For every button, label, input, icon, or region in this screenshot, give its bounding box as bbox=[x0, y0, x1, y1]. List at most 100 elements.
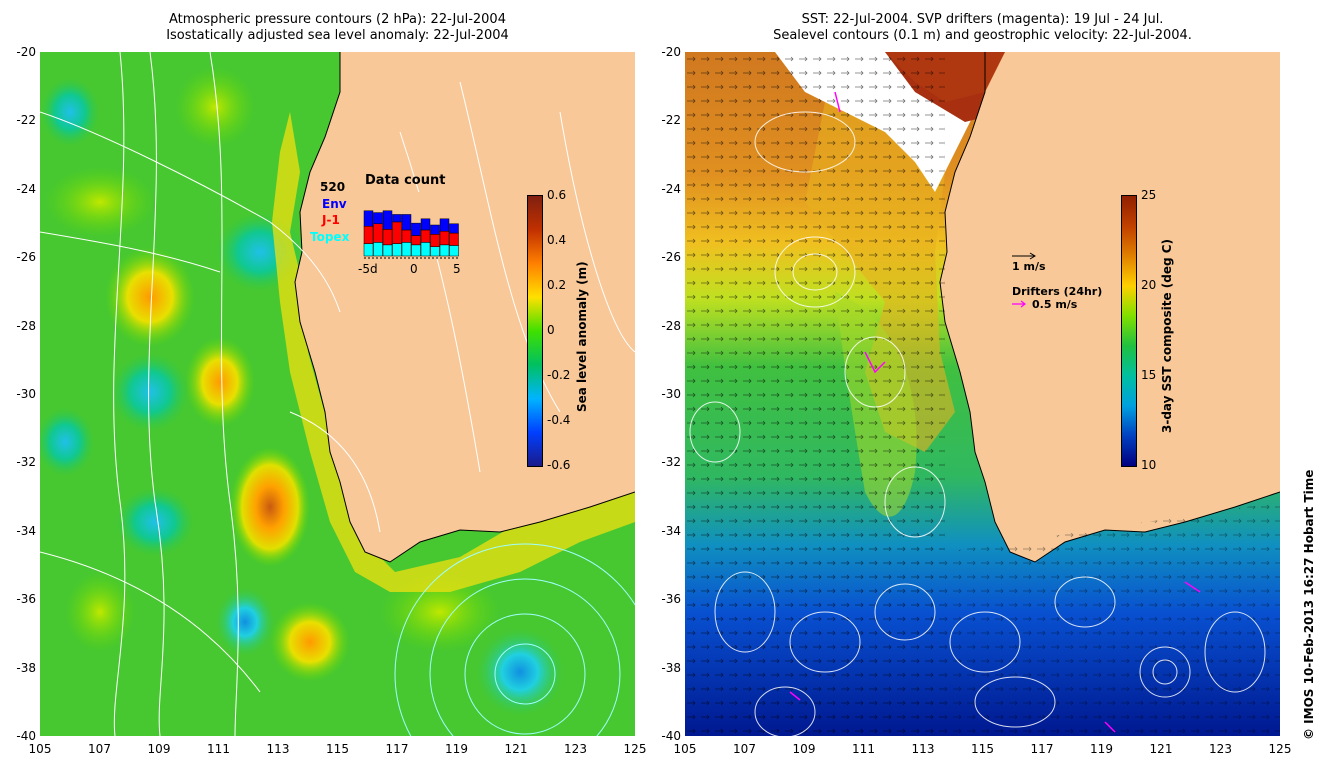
right_panel-x-tick-label: 125 bbox=[1268, 742, 1292, 756]
sst-colorbar-title: 3-day SST composite (deg C) bbox=[1160, 238, 1174, 433]
sea-level-colorbar bbox=[527, 195, 543, 467]
left-title-line1: Atmospheric pressure contours (2 hPa): 2… bbox=[169, 12, 506, 27]
left_panel-x-tick-label: 125 bbox=[623, 742, 647, 756]
left_panel-y-tick-label: -24 bbox=[16, 181, 36, 196]
right_panel-colorbar-tick: 15 bbox=[1141, 368, 1157, 382]
data-count-bar-j1 bbox=[439, 230, 450, 246]
data-count-x-label-start: -5d bbox=[358, 262, 378, 276]
right_panel-x-tick-label: 123 bbox=[1209, 742, 1232, 756]
left_panel-y-tick-label: -28 bbox=[16, 318, 36, 333]
left_panel-x-tick-label: 121 bbox=[504, 742, 528, 756]
right_panel-y-tick-label: -40 bbox=[661, 729, 681, 743]
right_panel-y-tick-label: -34 bbox=[661, 523, 681, 538]
left_panel-colorbar-tick: 0.4 bbox=[547, 233, 567, 247]
right_panel-colorbar-tick: 10 bbox=[1141, 458, 1157, 472]
left_panel-colorbar-tick: 0.2 bbox=[547, 278, 567, 292]
left_panel-colorbar-tick: 0.6 bbox=[547, 188, 567, 202]
drifters-scale-label: 0.5 m/s bbox=[1032, 298, 1078, 311]
data-count-bar-j1 bbox=[430, 234, 440, 247]
data-count-bar-env bbox=[439, 218, 450, 232]
right_panel-x-tick-label: 121 bbox=[1149, 742, 1173, 756]
data-count-bar-env bbox=[430, 224, 440, 235]
left_panel-x-tick-label: 111 bbox=[207, 742, 230, 756]
credit-text: © IMOS 10-Feb-2013 16:27 Hobart Time bbox=[1302, 469, 1316, 740]
left_panel-x-tick-label: 105 bbox=[28, 742, 52, 756]
data-count-bar-topex bbox=[363, 243, 374, 257]
data-count-bar-j1 bbox=[382, 229, 393, 246]
left_panel-x-tick-label: 109 bbox=[147, 742, 171, 756]
data-count-bar-env bbox=[382, 210, 393, 230]
right_panel-y-tick-label: -26 bbox=[661, 250, 681, 265]
data-count-value: 520 bbox=[320, 180, 346, 194]
right_panel-x-tick-label: 111 bbox=[852, 742, 875, 756]
right_panel-x-tick-label: 113 bbox=[911, 742, 935, 756]
left_panel-colorbar-tick: -0.2 bbox=[547, 368, 571, 382]
left_panel-colorbar-tick: -0.6 bbox=[547, 458, 571, 472]
right-title-line1: SST: 22-Jul-2004. SVP drifters (magenta)… bbox=[801, 12, 1164, 27]
left-title-line2: Isostatically adjusted sea level anomaly… bbox=[166, 28, 509, 43]
data-count-bar-j1 bbox=[363, 225, 374, 244]
data-count-bar-j1 bbox=[420, 229, 431, 243]
left_panel-y-tick-label: -32 bbox=[16, 455, 36, 470]
data-count-bar-topex bbox=[449, 245, 459, 257]
right-title-line2: Sealevel contours (0.1 m) and geostrophi… bbox=[773, 28, 1192, 43]
left_panel-y-tick-label: -38 bbox=[16, 660, 36, 675]
sst-map bbox=[685, 52, 1280, 736]
data-count-bar-j1 bbox=[449, 232, 459, 246]
left_panel-colorbar-tick: -0.4 bbox=[547, 413, 571, 427]
left_panel-x-tick-label: 113 bbox=[266, 742, 290, 756]
right-map bbox=[685, 52, 1280, 736]
left_panel-x-tick-label: 115 bbox=[326, 742, 349, 756]
data-count-bar-topex bbox=[411, 244, 421, 257]
left_panel-x-tick-label: 117 bbox=[385, 742, 409, 756]
right_panel-y-tick-label: -38 bbox=[661, 660, 681, 675]
right_panel-colorbar-tick: 25 bbox=[1141, 188, 1157, 202]
data-count-bar-j1 bbox=[411, 235, 421, 246]
data-count-bar-env bbox=[363, 210, 374, 227]
data-count-x-label-end: 5 bbox=[453, 262, 461, 276]
data-count-bar-env bbox=[392, 214, 402, 223]
sea-level-anomaly-map bbox=[40, 52, 635, 736]
data-count-bar-topex bbox=[373, 242, 383, 257]
vector-scale-label: 1 m/s bbox=[1012, 260, 1046, 273]
data-count-bar-j1 bbox=[373, 223, 383, 243]
right_panel-x-tick-label: 107 bbox=[733, 742, 756, 756]
right_panel-y-tick-label: -30 bbox=[661, 387, 681, 401]
left_panel-y-tick-label: -22 bbox=[16, 113, 36, 128]
data-count-bar-topex bbox=[439, 244, 450, 257]
sst-colorbar bbox=[1121, 195, 1137, 467]
right_panel-y-tick-label: -32 bbox=[661, 455, 681, 470]
left-map bbox=[40, 52, 635, 736]
right_panel-y-tick-label: -28 bbox=[661, 318, 681, 333]
right_panel-x-tick-label: 117 bbox=[1030, 742, 1054, 756]
left_panel-x-tick-label: 123 bbox=[564, 742, 587, 756]
right_panel-y-tick-label: -20 bbox=[661, 45, 681, 59]
data-count-bars bbox=[363, 210, 460, 259]
left_panel-y-tick-label: -30 bbox=[16, 387, 36, 401]
left_panel-x-tick-label: 107 bbox=[88, 742, 111, 756]
data-count-bar-topex bbox=[401, 242, 412, 257]
data-count-bar-topex bbox=[392, 243, 402, 257]
right_panel-y-tick-label: -22 bbox=[661, 113, 681, 128]
left_panel-x-tick-label: 119 bbox=[445, 742, 468, 756]
right_panel-colorbar-tick: 20 bbox=[1141, 278, 1157, 292]
drifters-label: Drifters (24hr) bbox=[1012, 285, 1103, 298]
data-count-bar-env bbox=[420, 218, 431, 231]
data-count-label-j1: J-1 bbox=[322, 213, 340, 227]
data-count-bar-topex bbox=[382, 244, 393, 257]
data-count-label-topex: Topex bbox=[310, 230, 350, 244]
data-count-bar-env bbox=[373, 212, 383, 225]
data-count-bar-topex bbox=[420, 242, 431, 257]
sea-level-colorbar-title: Sea level anomaly (m) bbox=[575, 261, 589, 412]
data-count-bar-env bbox=[411, 222, 421, 236]
data-count-bar-j1 bbox=[392, 221, 402, 244]
right_panel-x-tick-label: 105 bbox=[673, 742, 697, 756]
data-count-bar-env bbox=[449, 223, 459, 234]
left_panel-y-tick-label: -40 bbox=[16, 729, 36, 743]
data-count-bar-env bbox=[401, 214, 412, 231]
data-count-title: Data count bbox=[365, 173, 446, 188]
left_panel-colorbar-tick: 0 bbox=[547, 323, 555, 337]
data-count-bar-j1 bbox=[401, 229, 412, 243]
data-count-x-label-zero: 0 bbox=[410, 262, 418, 276]
left_panel-y-tick-label: -20 bbox=[16, 45, 36, 59]
